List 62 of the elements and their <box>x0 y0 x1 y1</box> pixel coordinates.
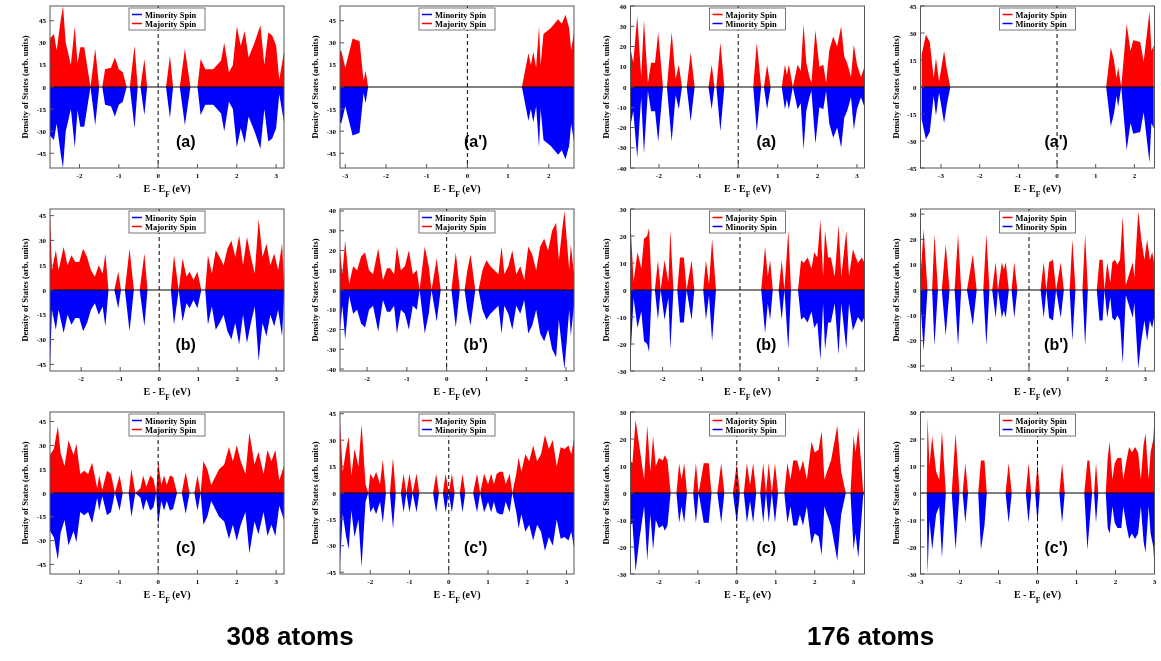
annotation: (a) <box>175 132 196 150</box>
annotation: (b) <box>756 335 777 353</box>
annotation: (a') <box>1044 132 1068 150</box>
legend-label: Minority Spin <box>1015 221 1068 232</box>
text: 176 atoms <box>806 621 935 651</box>
x-axis-title: E - E$_{F}$ (eV) <box>1013 386 1062 402</box>
legend-label: Majority Spin <box>1015 415 1068 426</box>
legend-label: Minority Spin <box>1015 424 1068 435</box>
legend-label: Majority Spin <box>145 18 197 29</box>
y-axis-title: Density of States (arb. units) <box>890 238 901 342</box>
legend-label: Majority Spin <box>725 9 778 20</box>
legend-label: Minority Spin <box>145 9 197 20</box>
legend-label: Majority Spin <box>435 221 487 232</box>
y-axis-title: Density of States (arb. units) <box>310 35 320 139</box>
legend-label: Minority Spin <box>145 415 197 426</box>
legend-label: Majority Spin <box>435 18 487 29</box>
legend-label: Majority Spin <box>145 424 197 435</box>
legend-label: Minority Spin <box>725 424 778 435</box>
y-axis-title: Density of States (arb. units) <box>20 441 30 545</box>
x-axis-title: E - E$_{F}$ (eV) <box>143 183 191 199</box>
annotation: (b') <box>463 335 488 353</box>
y-axis-title: Density of States (arb. units) <box>20 238 30 342</box>
annotation: (c) <box>175 538 196 556</box>
y-axis-title: Density of States (arb. units) <box>890 441 901 545</box>
y-axis-title: Density of States (arb. units) <box>890 35 901 139</box>
x-axis-title: E - E$_{F}$ (eV) <box>433 386 481 402</box>
y-axis-title: Density of States (arb. units) <box>600 35 611 139</box>
annotation: (a') <box>464 132 488 150</box>
x-axis-title: E - E$_{F}$ (eV) <box>143 386 191 402</box>
annotation: (c) <box>756 538 776 556</box>
y-axis-title: Density of States (arb. units) <box>310 238 320 342</box>
y-axis-title: Density of States (arb. units) <box>310 441 320 545</box>
legend-label: Minority Spin <box>725 18 778 29</box>
annotation: (c') <box>464 538 488 556</box>
annotation: (a) <box>756 132 776 150</box>
x-axis-title: E - E$_{F}$ (eV) <box>723 589 772 605</box>
annotation: (b') <box>1044 335 1069 353</box>
legend-label: Minority Spin <box>725 221 778 232</box>
legend-label: Minority Spin <box>435 424 487 435</box>
x-axis-title: E - E$_{F}$ (eV) <box>1013 589 1062 605</box>
legend-label: Majority Spin <box>145 221 197 232</box>
legend-label: Majority Spin <box>1015 9 1068 20</box>
legend-label: Minority Spin <box>435 9 487 20</box>
legend-label: Minority Spin <box>435 212 487 223</box>
legend-label: Majority Spin <box>725 212 778 223</box>
legend-label: Minority Spin <box>145 212 197 223</box>
y-axis-title: Density of States (arb. units) <box>600 441 611 545</box>
annotation: (b) <box>175 335 196 353</box>
text: 308 atoms <box>226 621 354 651</box>
legend-label: Minority Spin <box>1015 18 1068 29</box>
legend-label: Majority Spin <box>435 415 487 426</box>
x-axis-title: E - E$_{F}$ (eV) <box>433 589 481 605</box>
annotation: (c') <box>1044 538 1068 556</box>
x-axis-title: E - E$_{F}$ (eV) <box>723 183 772 199</box>
x-axis-title: E - E$_{F}$ (eV) <box>143 589 191 605</box>
legend-label: Majority Spin <box>1015 212 1068 223</box>
x-axis-title: E - E$_{F}$ (eV) <box>1013 183 1062 199</box>
y-axis-title: Density of States (arb. units) <box>600 238 611 342</box>
x-axis-title: E - E$_{F}$ (eV) <box>433 183 481 199</box>
x-axis-title: E - E$_{F}$ (eV) <box>723 386 772 402</box>
y-axis-title: Density of States (arb. units) <box>20 35 30 139</box>
legend-label: Majority Spin <box>725 415 778 426</box>
